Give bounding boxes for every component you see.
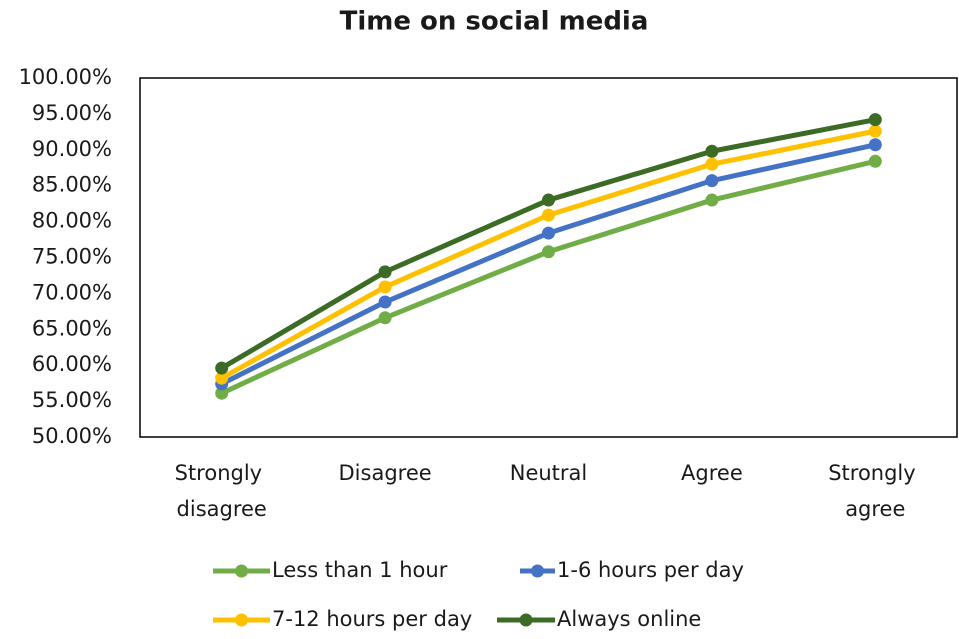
x-tick-label: Agree bbox=[681, 461, 743, 485]
series-line bbox=[220, 117, 876, 371]
data-point bbox=[705, 193, 719, 207]
data-point bbox=[705, 144, 719, 158]
x-tick-label: Strongly disagree bbox=[175, 461, 269, 521]
legend-label: Always online bbox=[557, 607, 701, 631]
y-tick-label: 60.00% bbox=[32, 352, 112, 376]
legend-label: Less than 1 hour bbox=[272, 558, 448, 582]
data-point bbox=[378, 280, 392, 294]
y-tick-label: 75.00% bbox=[32, 245, 112, 269]
data-point bbox=[705, 157, 719, 171]
y-tick-label: 50.00% bbox=[32, 424, 112, 448]
legend-marker bbox=[531, 564, 544, 578]
data-point bbox=[542, 226, 555, 240]
data-point bbox=[215, 371, 229, 385]
legend-label: 7-12 hours per day bbox=[272, 607, 472, 631]
data-point bbox=[868, 154, 882, 168]
y-tick-label: 70.00% bbox=[32, 280, 112, 304]
data-point bbox=[868, 138, 882, 152]
x-tick-label: Disagree bbox=[339, 461, 432, 485]
y-tick-label: 85.00% bbox=[32, 173, 112, 197]
x-tick-label: Strongly agree bbox=[828, 461, 922, 521]
data-point bbox=[542, 208, 555, 222]
data-point bbox=[215, 386, 229, 400]
y-tick-label: 90.00% bbox=[32, 137, 112, 161]
data-point bbox=[542, 193, 555, 207]
y-tick-label: 95.00% bbox=[32, 101, 112, 125]
data-point bbox=[705, 174, 719, 188]
y-tick-label: 100.00% bbox=[19, 65, 112, 89]
legend-label: 1-6 hours per day bbox=[557, 558, 744, 582]
data-point bbox=[378, 311, 392, 325]
data-point bbox=[378, 295, 392, 309]
y-tick-label: 55.00% bbox=[32, 388, 112, 412]
data-point bbox=[215, 361, 229, 375]
data-point bbox=[542, 245, 555, 259]
legend-marker bbox=[235, 564, 248, 578]
data-point bbox=[378, 265, 392, 279]
x-tick-label: Neutral bbox=[510, 461, 588, 485]
legend-marker bbox=[235, 613, 248, 627]
data-point bbox=[868, 124, 882, 138]
data-point bbox=[868, 113, 882, 127]
plot-area bbox=[139, 77, 958, 438]
chart-title: Time on social media bbox=[340, 7, 649, 37]
y-tick-label: 65.00% bbox=[32, 316, 112, 340]
legend-marker bbox=[519, 613, 533, 627]
y-tick-label: 80.00% bbox=[32, 209, 112, 233]
